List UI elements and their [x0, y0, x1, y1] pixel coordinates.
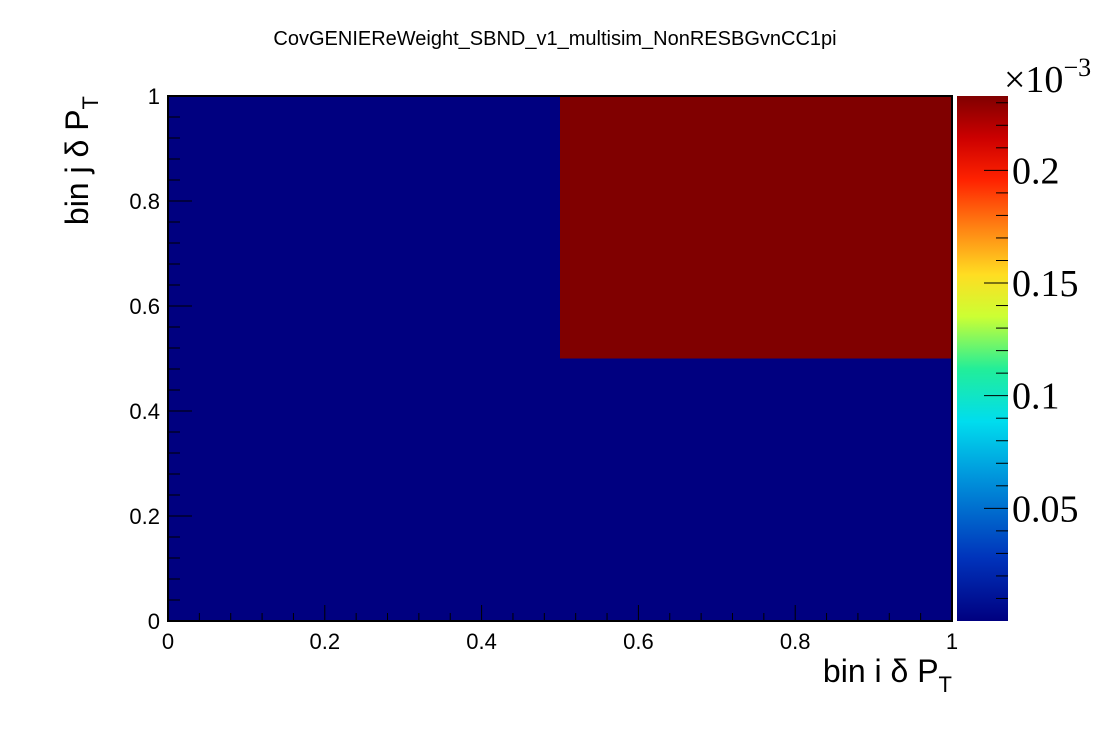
y-tick-label: 0.8: [129, 189, 160, 214]
colorbar-tick-label: 0.2: [1012, 150, 1060, 192]
y-tick-label: 0.6: [129, 294, 160, 319]
heatmap-cell: [168, 358, 560, 621]
y-tick-label: 1: [148, 84, 160, 109]
colorbar-tick-label: 0.15: [1012, 263, 1079, 305]
y-axis-label: bin j δ PT: [59, 96, 103, 225]
y-tick-label: 0.2: [129, 504, 160, 529]
x-axis-ticks: 0 0.2 0.4 0.6 0.8 1: [162, 605, 958, 654]
chart-title: CovGENIEReWeight_SBND_v1_multisim_NonRES…: [273, 28, 836, 50]
y-tick-label: 0: [148, 609, 160, 634]
x-tick-label: 1: [946, 629, 958, 654]
x-axis-label: bin i δ PT: [823, 653, 952, 697]
heatmap-cell: [168, 96, 560, 359]
colorbar-ticks: 0.05 0.1 0.15 0.2: [984, 102, 1079, 599]
x-tick-label: 0.6: [623, 629, 654, 654]
y-tick-label: 0.4: [129, 399, 160, 424]
heatmap-cell: [560, 358, 952, 621]
plot-frame: [167, 95, 953, 622]
x-tick-label: 0.8: [780, 629, 811, 654]
heatmap-cells: [168, 96, 952, 621]
colorbar-tick-label: 0.1: [1012, 376, 1060, 418]
colorbar-multiplier: ×10−3: [1004, 53, 1091, 101]
x-tick-label: 0: [162, 629, 174, 654]
x-tick-label: 0.2: [310, 629, 341, 654]
heatmap-cell: [560, 96, 952, 359]
colorbar-tick-label: 0.05: [1012, 488, 1079, 530]
x-tick-label: 0.4: [466, 629, 497, 654]
colorbar: [957, 96, 1008, 621]
y-axis-ticks: 0 0.2 0.4 0.6 0.8 1: [129, 84, 192, 634]
